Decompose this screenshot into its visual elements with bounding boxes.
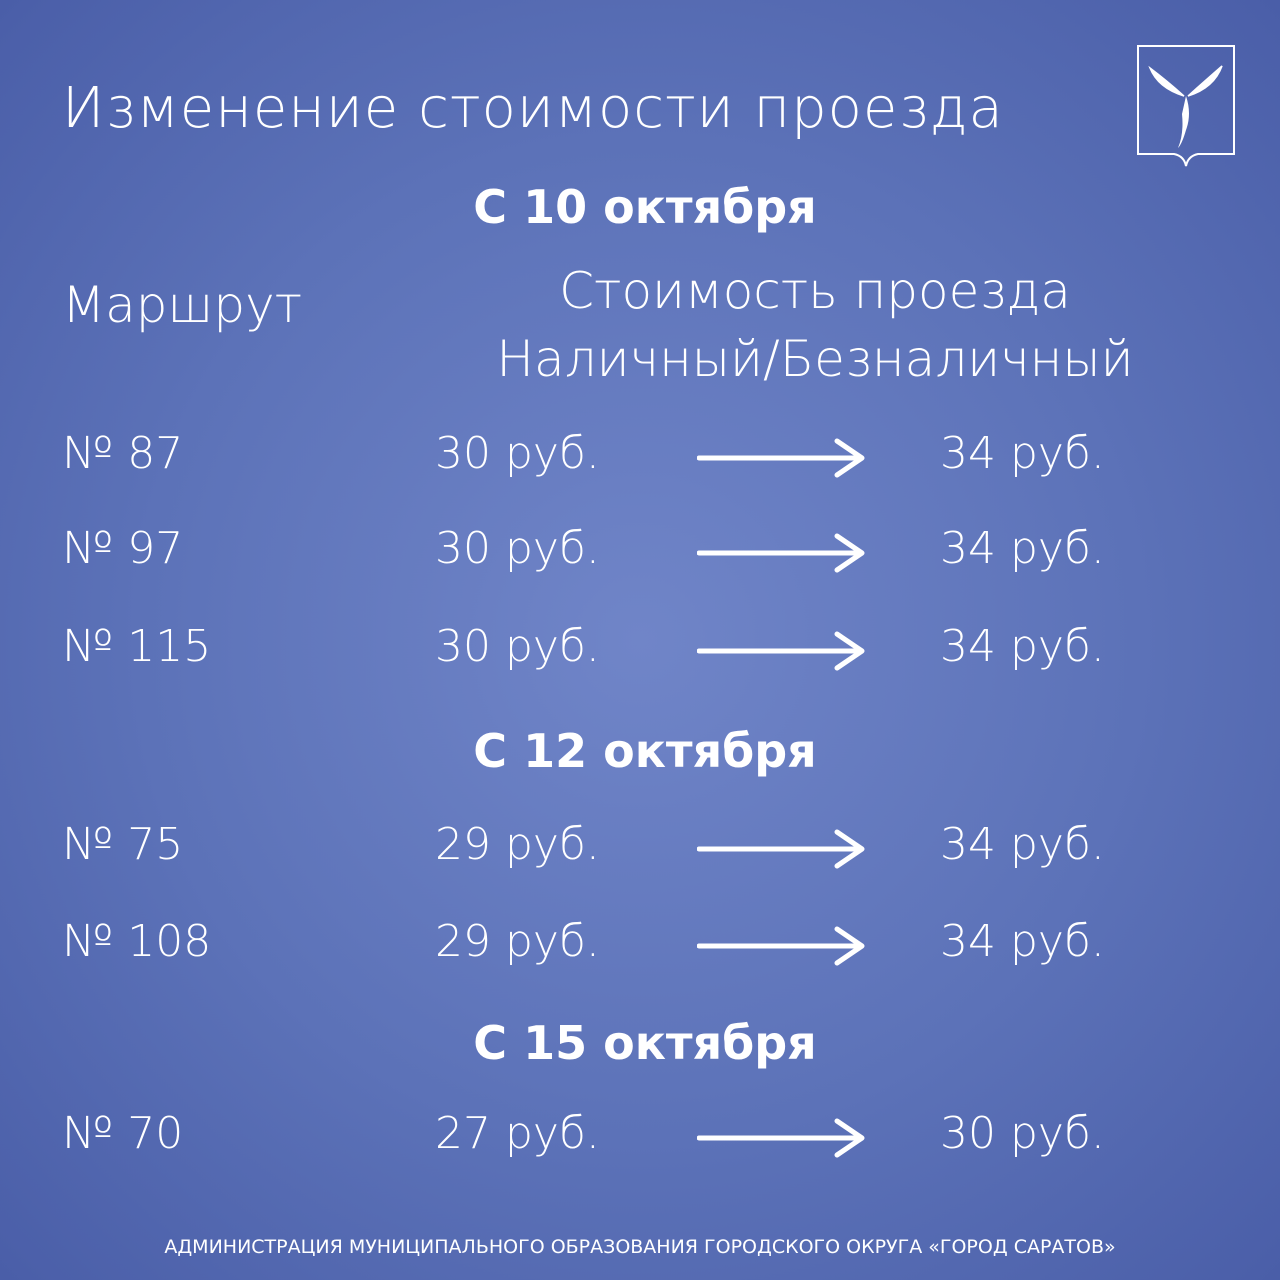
arrow-right-icon	[697, 631, 865, 671]
arrow-right-icon	[697, 1118, 865, 1158]
price-column-subheader: Наличный/Безналичный	[496, 330, 1134, 388]
row-route: № 115	[62, 621, 212, 672]
row-old: 27 руб.	[435, 1108, 600, 1159]
row-old: 29 руб.	[435, 916, 600, 967]
row-old: 30 руб.	[435, 523, 600, 574]
row-route: № 75	[62, 819, 184, 870]
arrow-right-icon	[697, 533, 865, 573]
row-new: 34 руб.	[940, 428, 1105, 479]
route-column-header: Маршрут	[62, 276, 303, 334]
row-new: 34 руб.	[940, 819, 1105, 870]
section-date: С 12 октября	[473, 724, 817, 778]
footer-text: АДМИНИСТРАЦИЯ МУНИЦИПАЛЬНОГО ОБРАЗОВАНИЯ…	[164, 1236, 1116, 1258]
row-new: 34 руб.	[940, 523, 1105, 574]
row-route: № 87	[62, 428, 184, 479]
coat-of-arms-icon	[1137, 45, 1235, 167]
row-route: № 97	[62, 523, 184, 574]
section-date: С 15 октября	[473, 1016, 817, 1070]
arrow-right-icon	[697, 926, 865, 966]
arrow-right-icon	[697, 829, 865, 869]
row-old: 29 руб.	[435, 819, 600, 870]
row-old: 30 руб.	[435, 621, 600, 672]
row-new: 34 руб.	[940, 916, 1105, 967]
row-new: 30 руб.	[940, 1108, 1105, 1159]
price-column-header: Стоимость проезда	[559, 262, 1071, 320]
page-title: Изменение стоимости проезда	[62, 76, 1004, 141]
row-route: № 108	[62, 916, 212, 967]
row-new: 34 руб.	[940, 621, 1105, 672]
arrow-right-icon	[697, 438, 865, 478]
row-route: № 70	[62, 1108, 184, 1159]
section-date: С 10 октября	[473, 180, 817, 234]
row-old: 30 руб.	[435, 428, 600, 479]
